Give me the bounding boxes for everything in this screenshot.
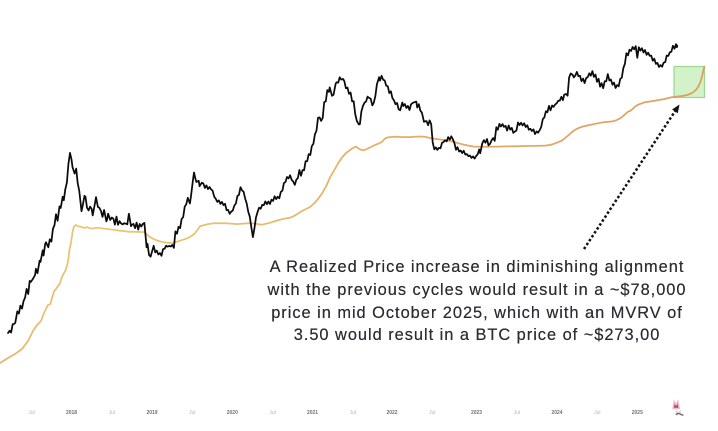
svg-text:Jul: Jul	[514, 410, 520, 416]
svg-text:2023: 2023	[471, 410, 482, 416]
svg-text:Jul: Jul	[350, 410, 356, 416]
svg-text:2024: 2024	[551, 410, 562, 416]
svg-text:Jul: Jul	[429, 410, 435, 416]
svg-text:Jul: Jul	[28, 410, 34, 416]
svg-text:2022: 2022	[386, 410, 397, 416]
svg-text:2021: 2021	[307, 410, 318, 416]
svg-text:2019: 2019	[146, 410, 157, 416]
svg-text:2018: 2018	[66, 410, 77, 416]
svg-text:2020: 2020	[227, 410, 238, 416]
svg-text:Jul: Jul	[594, 410, 600, 416]
svg-text:Jul: Jul	[269, 410, 275, 416]
svg-text:Jul: Jul	[109, 410, 115, 416]
svg-text:Jul: Jul	[189, 410, 195, 416]
svg-text:2025: 2025	[632, 410, 643, 416]
